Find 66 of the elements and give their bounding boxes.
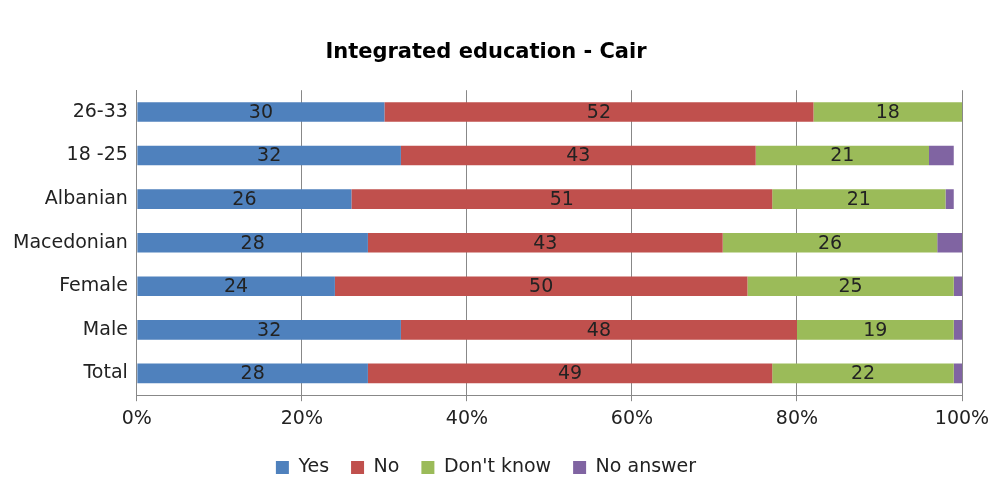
y-tick-label: Total [82, 360, 128, 383]
data-label: 32 [257, 143, 282, 166]
y-tick-label: Albanian [44, 186, 128, 209]
y-tick-label: Female [59, 273, 128, 296]
y-tick-label: 18 -25 [66, 142, 128, 165]
x-tick-label: 100% [934, 405, 990, 428]
y-tick-label: Male [82, 316, 128, 339]
bar [137, 363, 368, 384]
bar [400, 145, 756, 166]
bar [772, 363, 954, 384]
bar [796, 320, 954, 340]
data-label: 43 [533, 230, 558, 253]
legend-label: No answer [595, 454, 697, 477]
x-tick-label: 0% [121, 405, 152, 428]
bar [953, 276, 962, 297]
data-label: 28 [240, 361, 265, 384]
data-label: 30 [248, 99, 273, 122]
bar [953, 363, 962, 384]
data-label: 52 [586, 99, 612, 122]
data-label: 22 [850, 361, 876, 384]
bar [137, 189, 352, 209]
bar [367, 363, 773, 384]
data-label: 18 [875, 99, 900, 122]
bar [772, 189, 946, 209]
bar [137, 320, 401, 340]
data-label: 48 [586, 317, 612, 340]
data-label: 26 [232, 187, 257, 210]
legend-label: Yes [297, 454, 330, 477]
bar [722, 232, 938, 253]
bar [351, 189, 773, 209]
data-label: 43 [566, 143, 591, 166]
bar [367, 232, 723, 253]
x-tick-label: 20% [280, 405, 324, 428]
data-label: 19 [863, 317, 888, 340]
bar [953, 320, 962, 340]
bar [747, 276, 954, 297]
y-tick-label: Macedonian [12, 229, 128, 252]
bar [929, 145, 954, 166]
data-label: 25 [838, 274, 863, 297]
bar [755, 145, 929, 166]
bar [137, 276, 335, 297]
data-label: 28 [240, 230, 265, 253]
x-tick-label: 60% [610, 405, 654, 428]
legend-label: Don't know [443, 454, 552, 477]
data-label: 50 [529, 274, 554, 297]
bar [945, 189, 954, 209]
bar [137, 102, 385, 122]
chart-title: Integrated education - Cair [325, 39, 648, 64]
bar [813, 102, 962, 122]
bar [937, 232, 962, 253]
x-tick-label: 40% [445, 405, 489, 428]
bar [137, 232, 368, 253]
data-label: 26 [817, 230, 843, 253]
data-label: 51 [549, 187, 574, 210]
bar [334, 276, 748, 297]
data-label: 24 [224, 274, 249, 297]
data-label: 32 [257, 317, 282, 340]
data-label: 49 [557, 361, 583, 384]
y-tick-label: 26-33 [72, 98, 128, 121]
x-tick-label: 80% [775, 405, 819, 428]
bar [384, 102, 814, 122]
legend-label: No [373, 454, 400, 477]
data-label: 21 [830, 143, 855, 166]
bar [400, 320, 797, 340]
data-label: 21 [846, 187, 871, 210]
bar [137, 145, 401, 166]
